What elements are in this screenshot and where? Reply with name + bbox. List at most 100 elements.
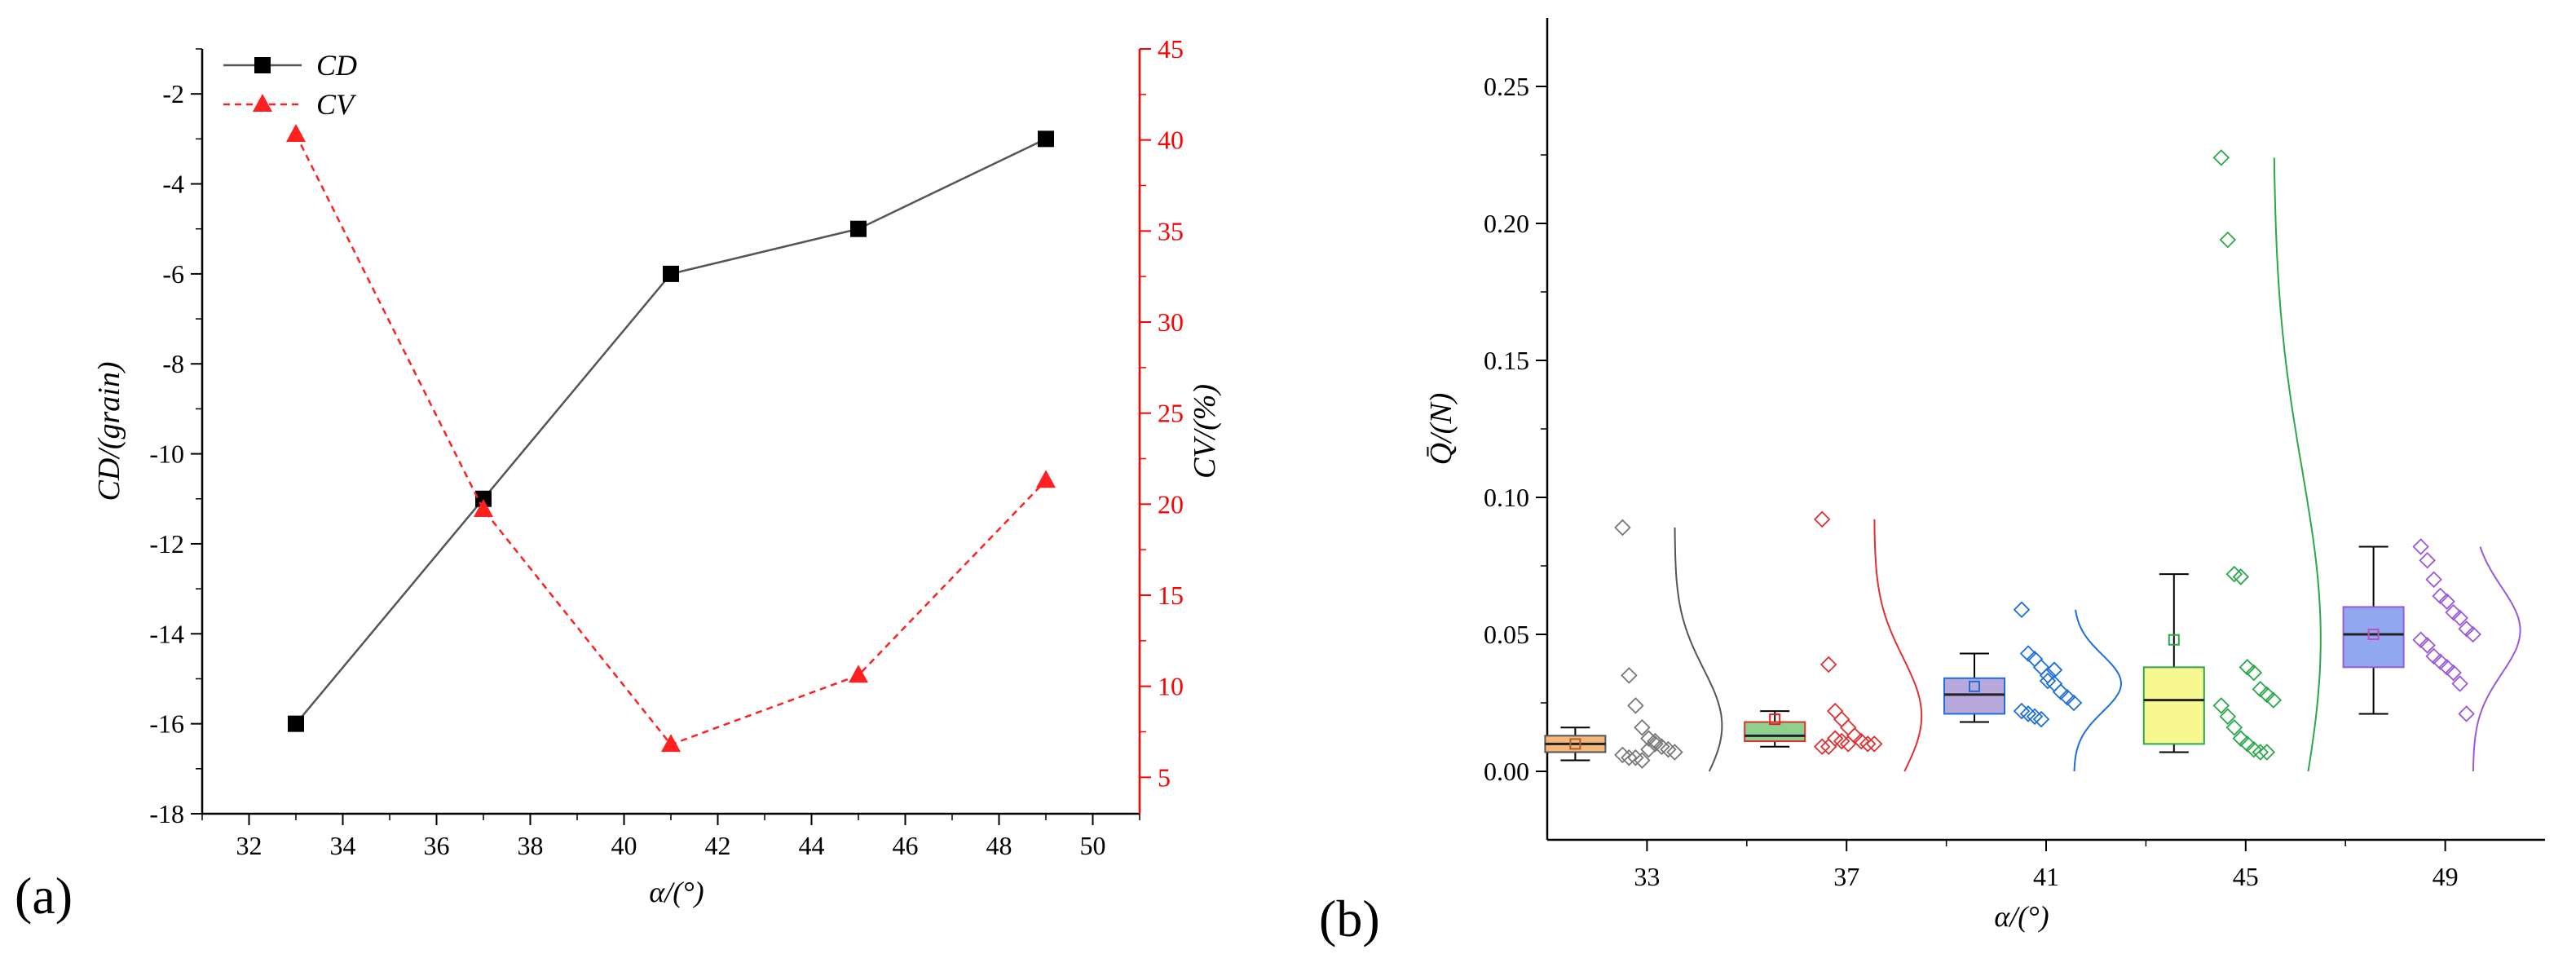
b-point-33 — [1621, 749, 1638, 766]
b-point-45 — [2239, 735, 2256, 753]
b-point-41 — [2065, 694, 2083, 712]
b-point-33 — [1614, 519, 1631, 537]
a-right-tick-label: 35 — [1158, 216, 1184, 245]
b-x-tick-label: 37 — [1833, 862, 1859, 891]
b-box-49 — [2342, 606, 2405, 669]
b-distribution-curve-41 — [2073, 609, 2123, 772]
b-y-axis-label: Q̄/(N) — [1424, 393, 1458, 466]
b-plot-area — [1544, 149, 2521, 772]
b-point-45 — [2252, 744, 2269, 761]
a-left-tick-label: -12 — [149, 529, 184, 559]
b-point-33 — [1627, 697, 1644, 714]
a-left-tick-label: -8 — [162, 349, 184, 378]
b-point-49 — [2412, 631, 2429, 648]
a-x-tick-label: 48 — [986, 831, 1012, 860]
a-left-tick-label: -4 — [162, 170, 184, 199]
b-point-37 — [1859, 735, 1877, 753]
b-point-33 — [1666, 744, 1683, 761]
b-point-45 — [2232, 730, 2250, 747]
panel-label-b: (b) — [1319, 890, 1380, 947]
a-marker-cd — [288, 715, 304, 732]
a-left-tick-label: -16 — [149, 709, 184, 739]
b-point-37 — [1839, 735, 1857, 753]
b-point-45 — [2245, 664, 2263, 682]
b-point-41 — [2039, 672, 2057, 690]
b-point-37 — [1813, 738, 1831, 756]
b-point-49 — [2425, 571, 2442, 589]
b-y-tick-label: 0.10 — [1484, 483, 1529, 512]
b-point-49 — [2419, 552, 2436, 569]
b-point-41 — [2019, 645, 2037, 662]
a-x-tick-label: 38 — [518, 831, 544, 860]
b-point-45 — [2212, 149, 2230, 166]
b-point-37 — [1820, 656, 1837, 673]
b-point-45 — [2258, 686, 2276, 704]
b-point-49 — [2412, 538, 2429, 555]
b-point-45 — [2232, 568, 2250, 585]
b-y-tick-label: 0.25 — [1484, 72, 1529, 101]
a-x-tick-label: 46 — [893, 831, 919, 860]
legend-marker-cv — [253, 94, 272, 112]
b-y-tick-label: 0.20 — [1484, 209, 1529, 238]
a-right-tick-label: 30 — [1158, 307, 1184, 337]
a-marker-cv — [286, 123, 306, 142]
b-point-49 — [2464, 625, 2481, 643]
a-x-tick-label: 34 — [330, 831, 356, 860]
a-right-tick-label: 20 — [1158, 489, 1184, 519]
b-point-49 — [2451, 675, 2468, 692]
b-x-tick-label: 45 — [2233, 862, 2259, 891]
b-point-49 — [2419, 637, 2436, 654]
a-right-axis-label: CV/(%) — [1188, 384, 1222, 479]
b-mean-45 — [2168, 634, 2180, 646]
b-distribution-curve-37 — [1873, 519, 1923, 772]
a-left-tick-label: -14 — [149, 619, 184, 648]
b-point-37 — [1813, 510, 1831, 528]
a-x-axis-label: α/(°) — [649, 876, 704, 908]
a-x-tick-label: 40 — [611, 831, 637, 860]
b-mean-33 — [1569, 738, 1581, 750]
b-mean-37 — [1769, 713, 1781, 726]
b-point-33 — [1621, 667, 1638, 684]
b-y-tick-label: 0.00 — [1484, 757, 1529, 786]
b-point-33 — [1634, 752, 1651, 769]
panel-b: 0.00 0.05 0.10 0.15 0.20 0.25 33 37 41 45 49 α/(°)… — [1319, 18, 2545, 947]
b-point-49 — [2451, 609, 2468, 627]
b-distribution-curve-33 — [1674, 527, 1723, 772]
a-x-tick-label: 50 — [1080, 831, 1106, 860]
b-point-41 — [2058, 689, 2076, 706]
b-point-37 — [1865, 735, 1883, 753]
legend-label-cd: CD — [316, 49, 357, 82]
b-point-45 — [2239, 659, 2256, 676]
b-distribution-curve-45 — [2273, 157, 2322, 772]
a-left-axis-label: CD/(grain) — [92, 362, 126, 501]
a-marker-cv — [661, 734, 681, 753]
b-mean-41 — [1969, 680, 1980, 692]
b-point-49 — [2438, 659, 2455, 676]
b-point-45 — [2212, 697, 2230, 714]
a-axes: 32 34 36 38 40 42 44 46 48 50 -2 -4 -6 -8 -10 -12 -14 -16… — [149, 34, 1184, 860]
a-x-tick-label: 42 — [705, 831, 731, 860]
b-point-33 — [1647, 732, 1664, 750]
b-point-49 — [2425, 647, 2442, 665]
a-left-tick-label: -6 — [162, 259, 184, 289]
a-marker-cv — [1036, 470, 1056, 488]
a-marker-cd — [1038, 130, 1054, 148]
b-distribution-curve-49 — [2472, 546, 2521, 772]
a-marker-cv — [849, 665, 868, 683]
b-point-41 — [2045, 661, 2063, 678]
b-point-49 — [2438, 593, 2455, 610]
b-box-45 — [2142, 666, 2205, 745]
b-point-49 — [2458, 705, 2475, 722]
legend-label-cv: CV — [316, 88, 357, 121]
a-right-tick-label: 25 — [1158, 399, 1184, 428]
a-series — [286, 123, 1056, 753]
b-point-41 — [2032, 710, 2050, 728]
b-x-tick-label: 33 — [1634, 862, 1660, 891]
b-point-45 — [2219, 231, 2237, 249]
b-x-tick-label: 49 — [2433, 862, 2459, 891]
a-left-tick-label: -2 — [162, 79, 184, 108]
a-right-tick-label: 45 — [1158, 34, 1184, 64]
b-point-49 — [2432, 587, 2449, 605]
